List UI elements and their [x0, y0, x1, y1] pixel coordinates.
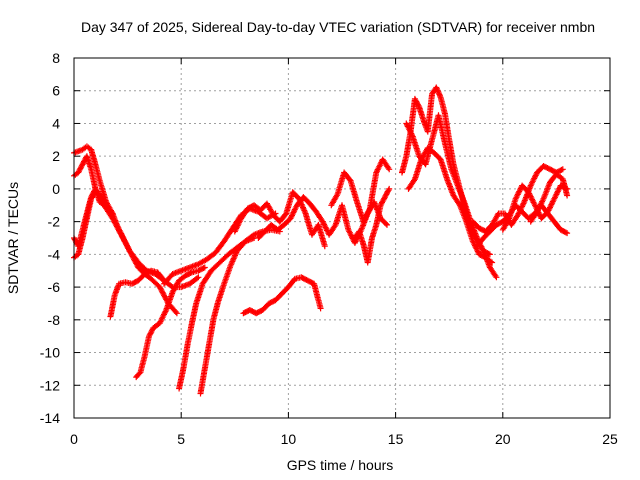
y-tick-label: 6 — [52, 83, 60, 99]
chart-title: Day 347 of 2025, Sidereal Day-to-day VTE… — [81, 19, 595, 35]
y-tick-label: -8 — [48, 312, 61, 328]
series-track-10 — [240, 274, 324, 317]
series-track-6 — [133, 264, 208, 381]
series-track-11 — [231, 189, 328, 250]
y-tick-label: 8 — [52, 50, 60, 66]
plus-markers — [133, 264, 208, 381]
plus-markers — [527, 171, 571, 225]
plus-markers — [351, 185, 393, 266]
x-tick-label: 15 — [388, 431, 404, 447]
y-tick-label: 4 — [52, 115, 60, 131]
series-track-14 — [351, 185, 393, 266]
plus-markers — [161, 205, 279, 287]
grid-layer — [73, 57, 611, 419]
x-axis-title: GPS time / hours — [287, 457, 394, 473]
plot-frame — [73, 57, 611, 419]
x-tick-label: 0 — [70, 431, 78, 447]
series-track-5 — [107, 267, 167, 320]
y-tick-label: -6 — [48, 279, 61, 295]
plus-markers — [405, 145, 496, 266]
series-track-21 — [527, 171, 571, 225]
plus-markers — [240, 274, 324, 317]
y-tick-label: -4 — [48, 246, 61, 262]
series-track-9 — [161, 205, 279, 287]
y-tick-label: 0 — [52, 181, 60, 197]
y-axis-title: SDTVAR / TECUs — [5, 182, 21, 294]
series-track-8 — [197, 226, 283, 397]
data-layer — [71, 84, 571, 397]
y-tick-label: -10 — [40, 345, 60, 361]
plus-markers — [328, 156, 393, 225]
x-tick-label: 20 — [495, 431, 511, 447]
plus-markers — [231, 189, 328, 250]
y-tick-label: -12 — [40, 377, 60, 393]
x-tick-label: 10 — [281, 431, 297, 447]
y-tick-label: -2 — [48, 214, 61, 230]
x-tick-labels: 0 5 10 15 20 25 — [70, 431, 618, 447]
y-tick-labels: 8 6 4 2 0 -2 -4 -6 -8 -10 -12 -14 — [40, 50, 60, 426]
series-track-3 — [71, 185, 180, 317]
x-tick-label: 25 — [602, 431, 618, 447]
x-tick-label: 5 — [177, 431, 185, 447]
plus-markers — [499, 182, 571, 233]
plus-markers — [197, 226, 283, 397]
series-track-13 — [328, 156, 393, 225]
series-track-20 — [499, 182, 571, 233]
y-tick-label: 2 — [52, 148, 60, 164]
plus-markers — [71, 185, 180, 317]
plus-markers — [107, 267, 167, 320]
y-tick-label: -14 — [40, 410, 60, 426]
series-track-17 — [405, 145, 496, 266]
